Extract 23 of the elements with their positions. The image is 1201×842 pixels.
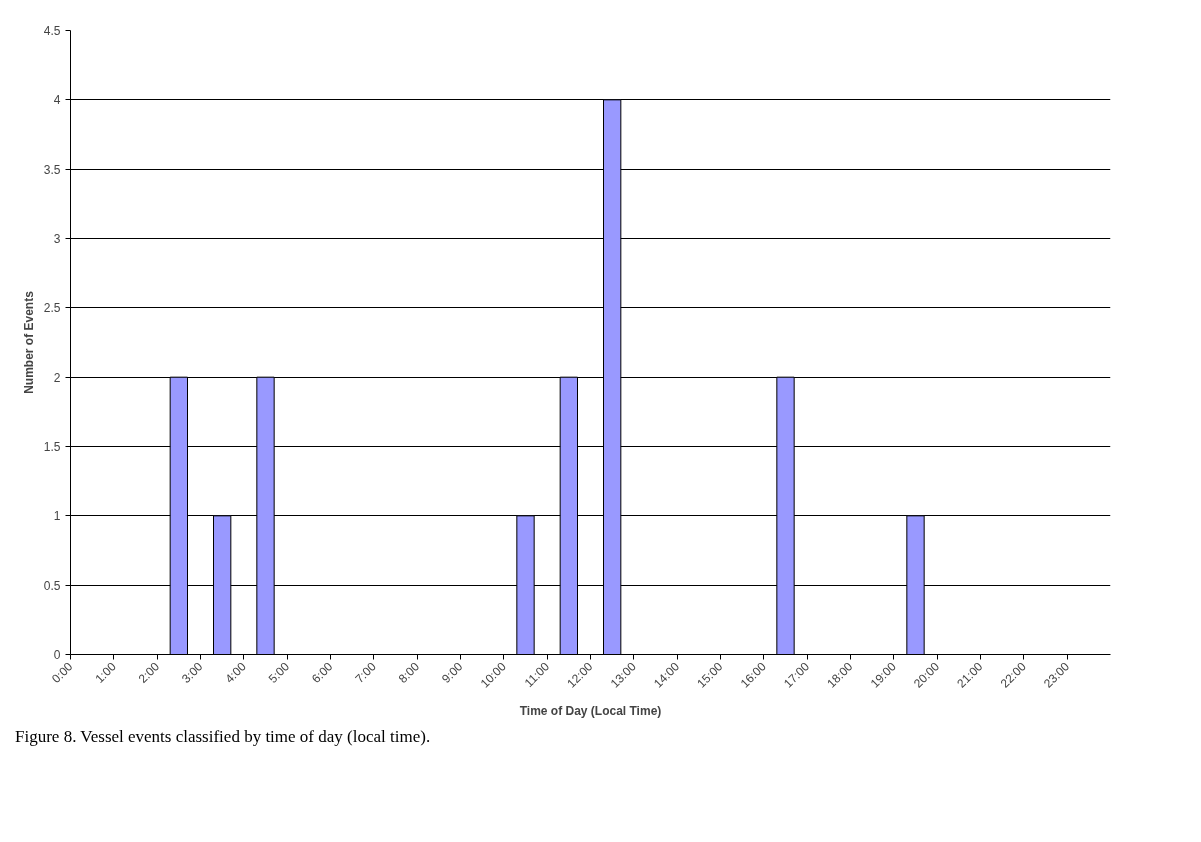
x-tick-label: 8:00 bbox=[395, 659, 423, 686]
x-tick-label: 4:00 bbox=[222, 659, 250, 686]
x-tick-label: 6:00 bbox=[309, 659, 336, 686]
y-tick-label: 3.5 bbox=[43, 162, 61, 177]
caption: Figure 8. Vessel events classified by time of day (local time). bbox=[15, 726, 431, 748]
x-tick-label: 3:00 bbox=[179, 659, 206, 686]
x-tick-label: 2:00 bbox=[135, 659, 163, 686]
y-tick-label: 0.5 bbox=[43, 578, 61, 593]
y-tick-label: 4 bbox=[53, 93, 61, 108]
y-tick-label: 3 bbox=[53, 232, 61, 246]
y-tick-label: 2.5 bbox=[43, 301, 61, 316]
x-tick-label: 0:00 bbox=[49, 659, 76, 686]
x-tick-label: 9:00 bbox=[439, 659, 466, 686]
y-axis-title: Number of Events bbox=[21, 290, 36, 394]
x-axis-title: Time of Day (Local Time) bbox=[519, 703, 662, 718]
x-tick-label: 5:00 bbox=[265, 659, 293, 686]
y-tick-label: 4.5 bbox=[43, 24, 61, 38]
x-tick-label: 7:00 bbox=[352, 659, 380, 686]
y-tick-label: 1 bbox=[53, 509, 61, 524]
y-tick-label: 0 bbox=[53, 648, 61, 662]
y-tick-label: 2 bbox=[53, 370, 61, 385]
y-tick-label: 1.5 bbox=[43, 440, 61, 454]
x-tick-label: 1:00 bbox=[92, 659, 120, 686]
